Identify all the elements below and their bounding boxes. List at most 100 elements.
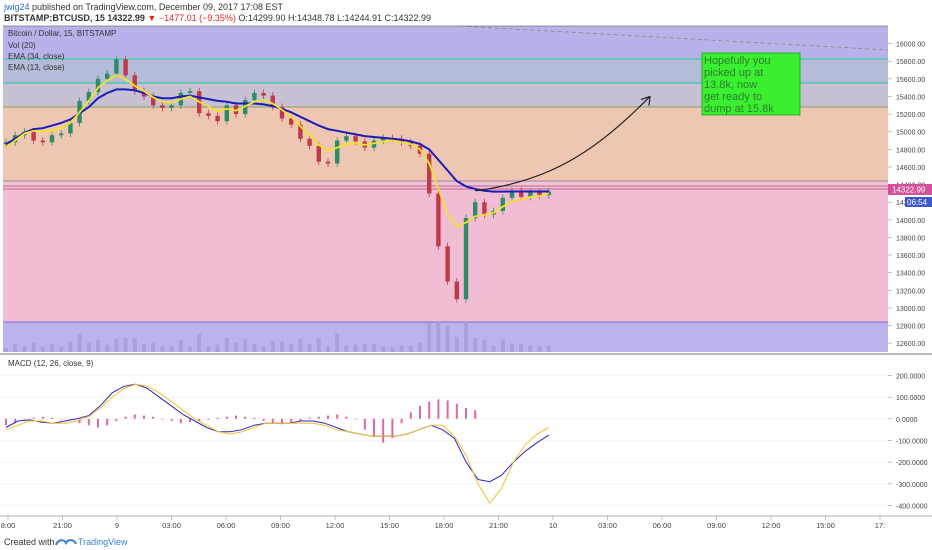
macd-tick-label: 200.0000 bbox=[896, 374, 925, 381]
price-tick-label: 15200.00 bbox=[896, 112, 925, 119]
macd-hist-bar bbox=[327, 415, 329, 419]
time-tick-label: 17: bbox=[875, 521, 885, 530]
price-tick-label: 15600.00 bbox=[896, 77, 925, 84]
macd-hist-bar bbox=[189, 418, 191, 423]
volume-bar bbox=[353, 344, 358, 352]
annotation-box[interactable] bbox=[701, 52, 801, 116]
time-tick-label: 21:00 bbox=[53, 521, 72, 530]
macd-hist-bar bbox=[97, 418, 99, 428]
volume-bar bbox=[105, 344, 110, 352]
zone-bottom-purple bbox=[3, 322, 888, 352]
zone-orange bbox=[3, 107, 888, 181]
footer: Created with TradingView bbox=[0, 534, 932, 550]
volume-bar bbox=[234, 342, 238, 352]
macd-hist-bar bbox=[428, 401, 431, 419]
volume-bar bbox=[160, 346, 165, 352]
macd-hist-bar bbox=[152, 416, 155, 419]
candle-body bbox=[500, 197, 505, 212]
volume-bar bbox=[298, 339, 303, 352]
macd-tick-label: -200.0000 bbox=[896, 460, 928, 467]
macd-hist-bar bbox=[363, 418, 366, 430]
macd-histogram bbox=[5, 399, 477, 443]
volume-bar bbox=[13, 343, 18, 352]
candle-body bbox=[215, 115, 220, 122]
volume-bar bbox=[132, 338, 137, 352]
price-tick-label: 12800.00 bbox=[896, 324, 925, 331]
macd-hist-bar bbox=[143, 415, 145, 419]
macd-hist-bar bbox=[23, 418, 26, 420]
zone-pink-band bbox=[3, 181, 888, 188]
candle-body bbox=[289, 118, 294, 125]
candle-body bbox=[353, 136, 358, 142]
macd-hist-bar bbox=[87, 418, 90, 426]
candle-body bbox=[105, 73, 110, 79]
legend-vol: Vol (20) bbox=[8, 41, 36, 50]
volume-bar bbox=[436, 322, 441, 352]
volume-bar bbox=[316, 338, 321, 352]
macd-hist-bar bbox=[198, 418, 201, 421]
tradingview-link[interactable]: TradingView bbox=[78, 537, 128, 547]
tradingview-logo-icon bbox=[55, 539, 77, 546]
macd-hist-bar bbox=[290, 418, 293, 424]
volume-bar bbox=[77, 334, 82, 352]
macd-hist-bar bbox=[41, 416, 44, 419]
chart-header: jwig24 published on TradingView.com, Dec… bbox=[0, 0, 932, 24]
legend-title: Bitcoin / Dollar, 15, BITSTAMP bbox=[8, 29, 116, 38]
author-link[interactable]: jwig24 bbox=[4, 2, 30, 12]
volume-bar bbox=[270, 340, 275, 352]
volume-bars bbox=[4, 322, 551, 352]
volume-bar bbox=[169, 346, 174, 352]
chart-area[interactable]: Hopefully you picked up at 13.8k, now get r… bbox=[0, 24, 932, 534]
volume-bar bbox=[464, 322, 468, 352]
candle-body bbox=[335, 140, 340, 164]
time-tick-label: 12:00 bbox=[762, 521, 781, 530]
macd-hist-bar bbox=[253, 417, 256, 419]
time-tick-label: 15:00 bbox=[816, 521, 835, 530]
time-tick-label: 21:00 bbox=[489, 521, 508, 530]
macd-hist-bar bbox=[354, 418, 357, 420]
candle-body bbox=[316, 145, 321, 162]
time-tick-label: 10 bbox=[549, 521, 557, 530]
volume-bar bbox=[59, 346, 64, 352]
trading-chart[interactable]: Hopefully you picked up at 13.8k, now get r… bbox=[0, 24, 932, 534]
candle-body bbox=[519, 190, 524, 197]
macd-hist-bar bbox=[336, 414, 339, 419]
macd-hist-bar bbox=[133, 414, 136, 419]
volume-bar bbox=[491, 345, 496, 352]
macd-hist-bar bbox=[345, 416, 348, 419]
volume-bar bbox=[408, 345, 413, 352]
trend-line-dashed bbox=[459, 25, 889, 51]
price-tick-label: 13800.00 bbox=[896, 235, 925, 242]
price-tick-label: 15000.00 bbox=[896, 130, 925, 137]
volume-bar bbox=[344, 345, 349, 352]
macd-hist-bar bbox=[14, 418, 17, 424]
candle-body bbox=[68, 122, 73, 134]
volume-bar bbox=[399, 345, 404, 352]
volume-bar bbox=[326, 346, 330, 352]
macd-hist-bar bbox=[106, 418, 109, 426]
volume-bar bbox=[546, 345, 551, 352]
volume-bar bbox=[31, 342, 36, 352]
volume-bar bbox=[50, 343, 54, 352]
volume-bar bbox=[335, 333, 340, 352]
macd-hist-bar bbox=[78, 418, 81, 424]
candle-body bbox=[279, 107, 285, 119]
time-tick-label: 03:00 bbox=[598, 521, 617, 530]
candle-body bbox=[114, 59, 119, 74]
candle-body bbox=[307, 138, 312, 146]
macd-hist-bar bbox=[400, 418, 403, 424]
price-tick-label: 12600.00 bbox=[896, 341, 925, 348]
candle-body bbox=[187, 91, 193, 93]
candle-body bbox=[169, 105, 174, 108]
price-tick-label: 15400.00 bbox=[896, 94, 925, 101]
time-tick-label: 15:00 bbox=[380, 521, 399, 530]
candle-body bbox=[40, 140, 45, 143]
ema13-line bbox=[5, 74, 550, 229]
time-tick-label: 09:00 bbox=[271, 521, 290, 530]
volume-bar bbox=[482, 340, 487, 352]
macd-hist-bar bbox=[281, 418, 283, 425]
volume-bar bbox=[372, 343, 376, 352]
macd-hist-bar bbox=[446, 400, 449, 419]
candle-body bbox=[537, 192, 542, 196]
volume-bar bbox=[528, 345, 533, 352]
